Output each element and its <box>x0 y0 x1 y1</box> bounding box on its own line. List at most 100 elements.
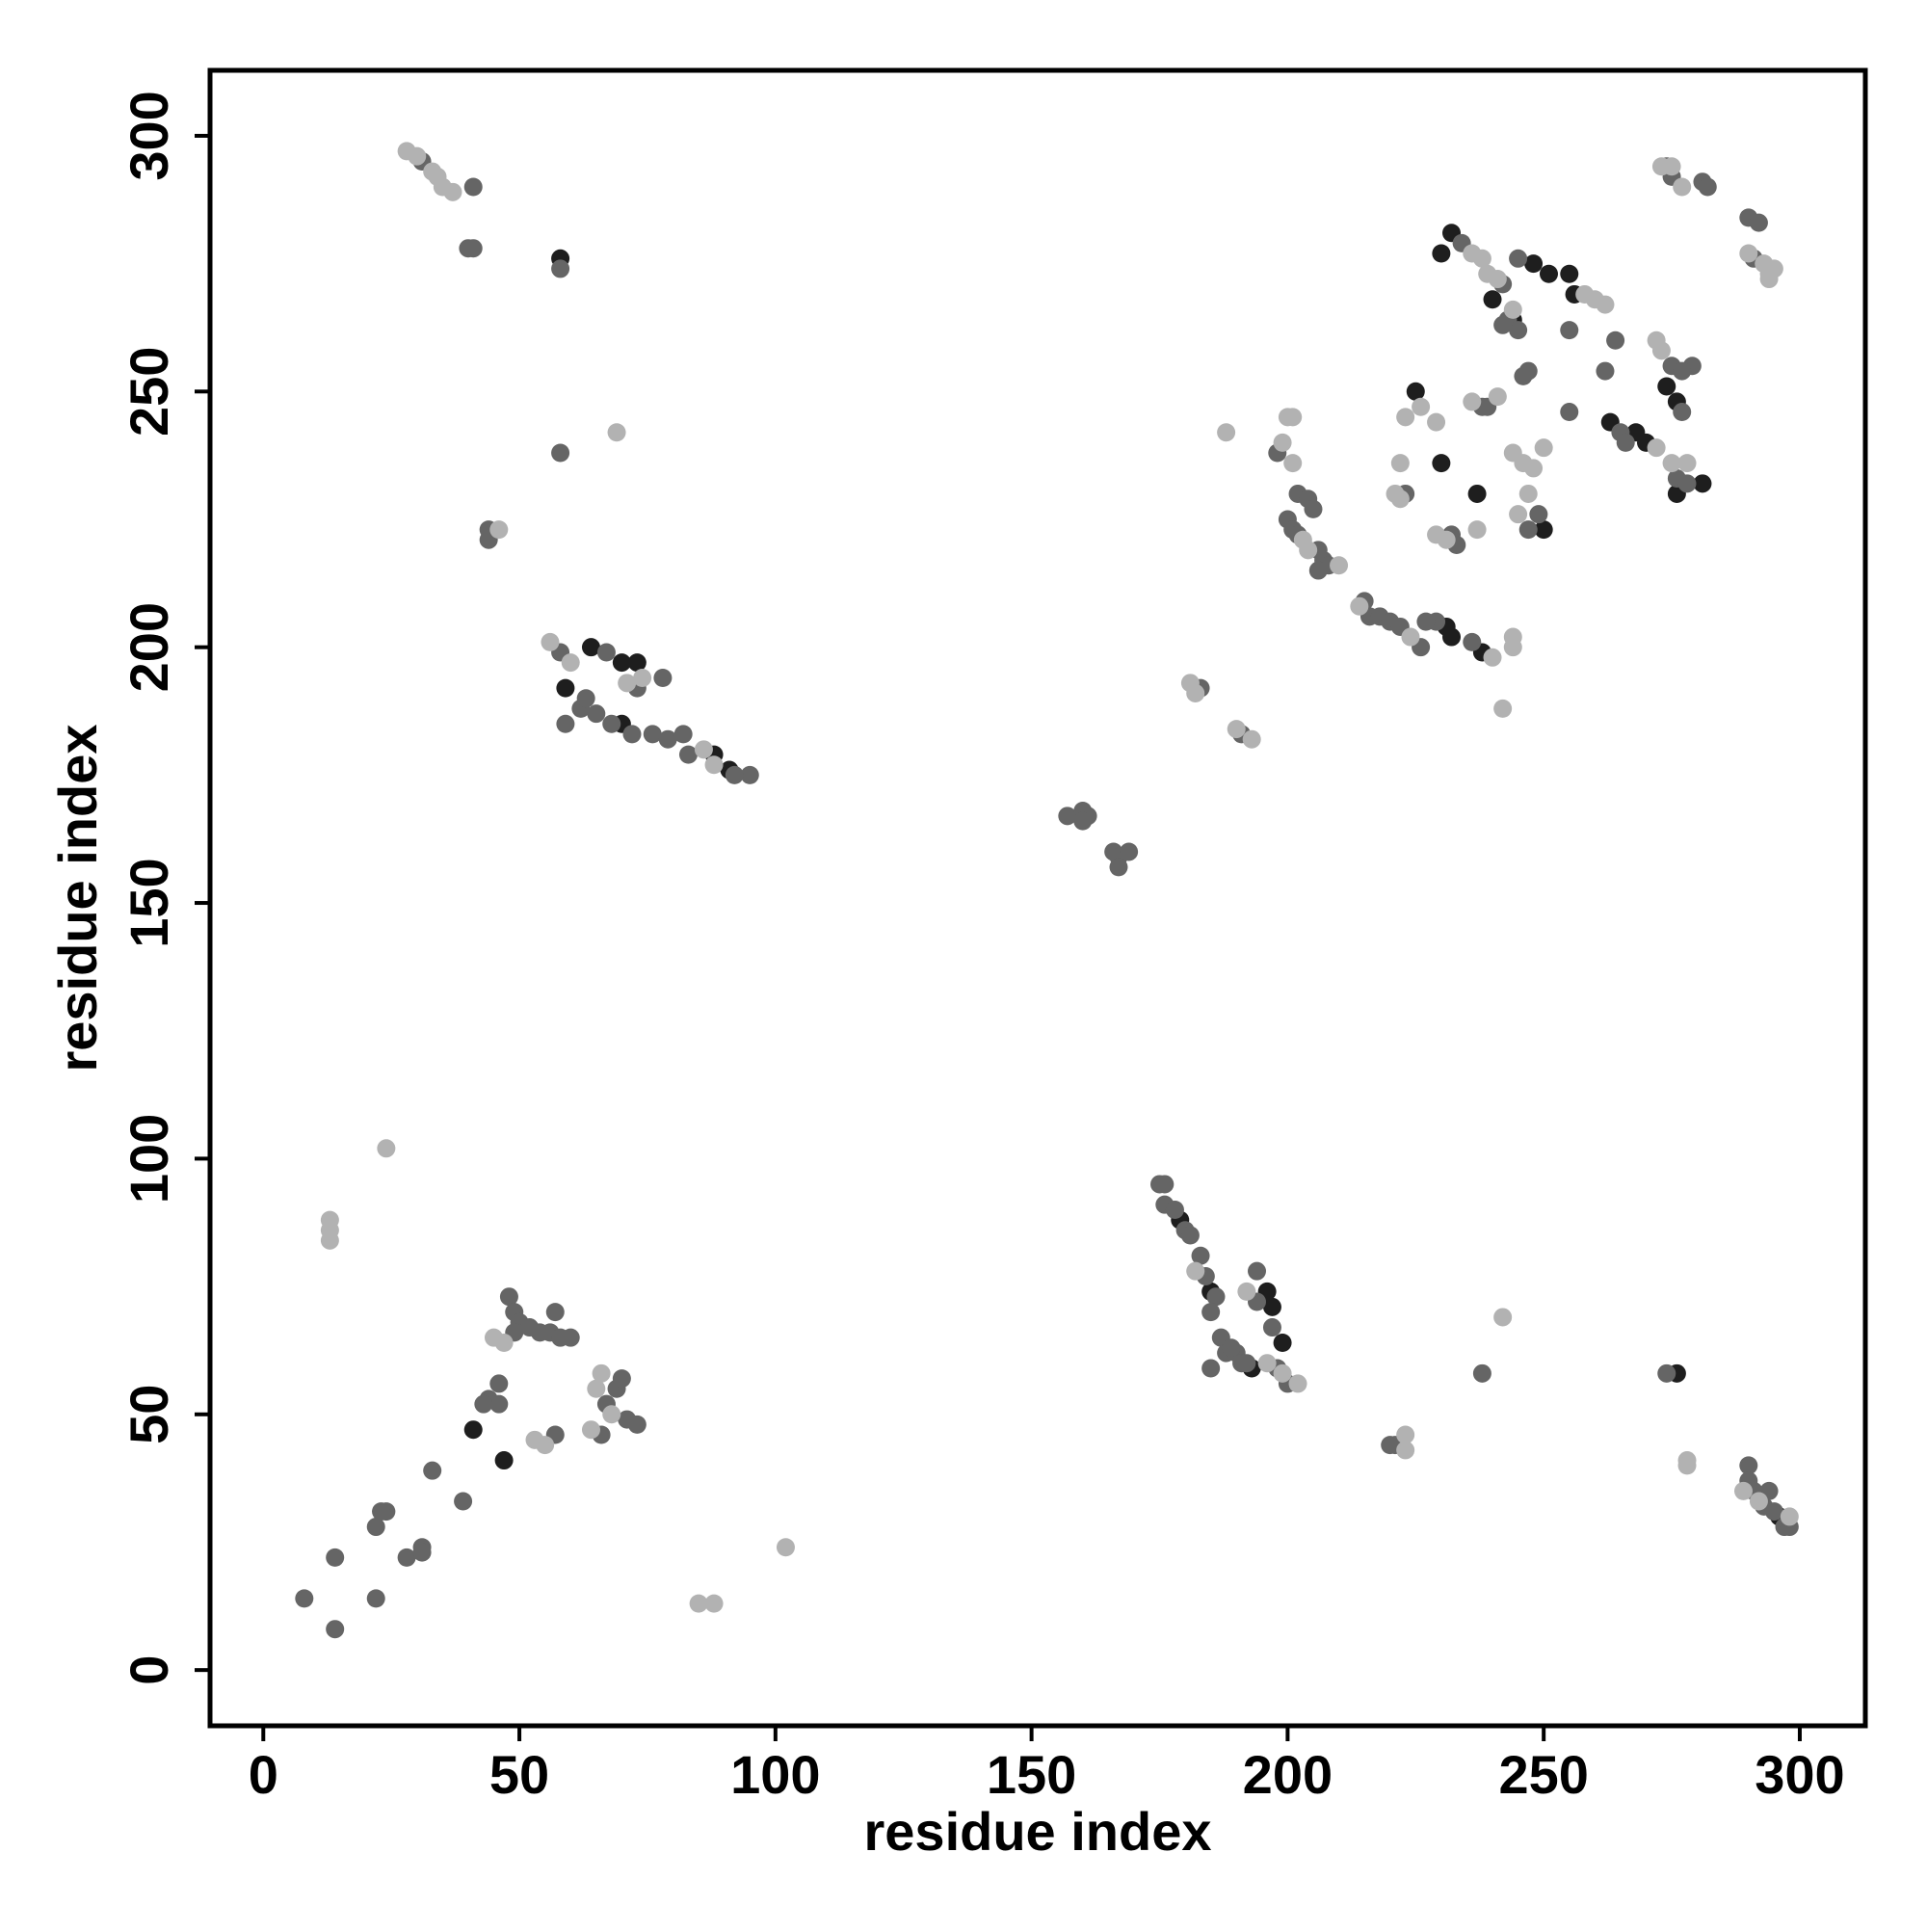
point <box>1596 295 1615 314</box>
x-tick-label: 100 <box>730 1744 820 1805</box>
point <box>581 638 600 657</box>
point <box>474 1394 493 1414</box>
point <box>1401 627 1420 647</box>
y-axis-title: residue index <box>47 724 108 1072</box>
point <box>1186 1261 1205 1281</box>
point <box>1248 1261 1267 1281</box>
point <box>1509 249 1528 268</box>
point <box>1662 157 1681 176</box>
point <box>627 1415 647 1434</box>
point <box>1467 520 1487 540</box>
point <box>1509 321 1528 340</box>
point <box>1201 1303 1221 1322</box>
point <box>1518 520 1538 540</box>
point <box>694 740 713 759</box>
x-tick-label: 150 <box>987 1744 1076 1805</box>
point <box>556 678 575 698</box>
point <box>494 1333 514 1352</box>
point <box>326 1620 345 1639</box>
point <box>1739 1456 1758 1475</box>
point <box>372 1502 391 1522</box>
point <box>1749 213 1768 232</box>
point <box>587 1379 606 1398</box>
point <box>1677 474 1697 493</box>
point <box>1488 270 1507 289</box>
point <box>633 669 652 688</box>
point <box>1262 1297 1281 1316</box>
point <box>1472 1363 1491 1383</box>
point <box>412 1543 432 1562</box>
point <box>1222 1338 1241 1358</box>
point <box>1273 1363 1292 1383</box>
point <box>1651 341 1671 360</box>
point <box>1560 403 1579 422</box>
y-tick-label: 0 <box>119 1655 179 1685</box>
point <box>658 729 677 749</box>
point <box>1518 361 1538 381</box>
point <box>1463 392 1482 411</box>
point <box>1386 484 1405 503</box>
point <box>536 1436 555 1455</box>
points <box>295 142 1799 1639</box>
x-tick-label: 200 <box>1243 1744 1333 1805</box>
point <box>1596 361 1615 381</box>
point <box>397 1548 416 1567</box>
point <box>1273 1333 1292 1352</box>
point <box>1186 683 1205 702</box>
point <box>1733 1481 1753 1500</box>
point <box>1560 321 1579 340</box>
point <box>1524 459 1544 478</box>
point <box>561 653 580 673</box>
point <box>1120 842 1139 861</box>
point <box>463 1420 483 1440</box>
point <box>1534 438 1553 458</box>
point <box>1427 412 1446 432</box>
point <box>740 765 759 784</box>
point <box>1764 1502 1783 1522</box>
point <box>1201 1359 1221 1378</box>
point <box>587 704 606 724</box>
point <box>408 146 427 166</box>
point <box>643 725 662 744</box>
point <box>366 1518 385 1537</box>
point <box>551 443 570 463</box>
point <box>1467 484 1487 503</box>
point <box>1206 1287 1226 1307</box>
point <box>581 1420 600 1440</box>
point <box>602 1405 621 1424</box>
point <box>678 745 698 764</box>
point <box>1437 530 1456 549</box>
point <box>1396 408 1415 427</box>
point <box>1529 505 1548 524</box>
point <box>1396 1441 1415 1460</box>
point <box>463 177 483 197</box>
point <box>1217 423 1236 442</box>
point <box>622 725 642 744</box>
point <box>1330 556 1349 575</box>
point <box>1647 438 1666 458</box>
point <box>377 1139 396 1158</box>
y-tick-label: 50 <box>119 1385 179 1444</box>
point <box>1488 387 1507 407</box>
point <box>494 1451 514 1470</box>
point <box>1673 361 1692 381</box>
point <box>618 674 637 693</box>
point <box>1677 454 1697 473</box>
point <box>366 1589 385 1608</box>
point <box>1073 811 1093 831</box>
point <box>1759 270 1779 289</box>
point <box>326 1548 345 1567</box>
point <box>545 1303 565 1322</box>
point <box>1693 474 1712 493</box>
point <box>1739 244 1758 263</box>
point <box>320 1231 339 1250</box>
point <box>1493 1308 1513 1327</box>
point <box>1406 382 1425 401</box>
point <box>627 653 647 673</box>
y-tick-label: 100 <box>119 1114 179 1204</box>
point <box>592 1363 611 1383</box>
point <box>1673 177 1692 197</box>
point <box>423 1461 442 1480</box>
point <box>1780 1507 1799 1526</box>
